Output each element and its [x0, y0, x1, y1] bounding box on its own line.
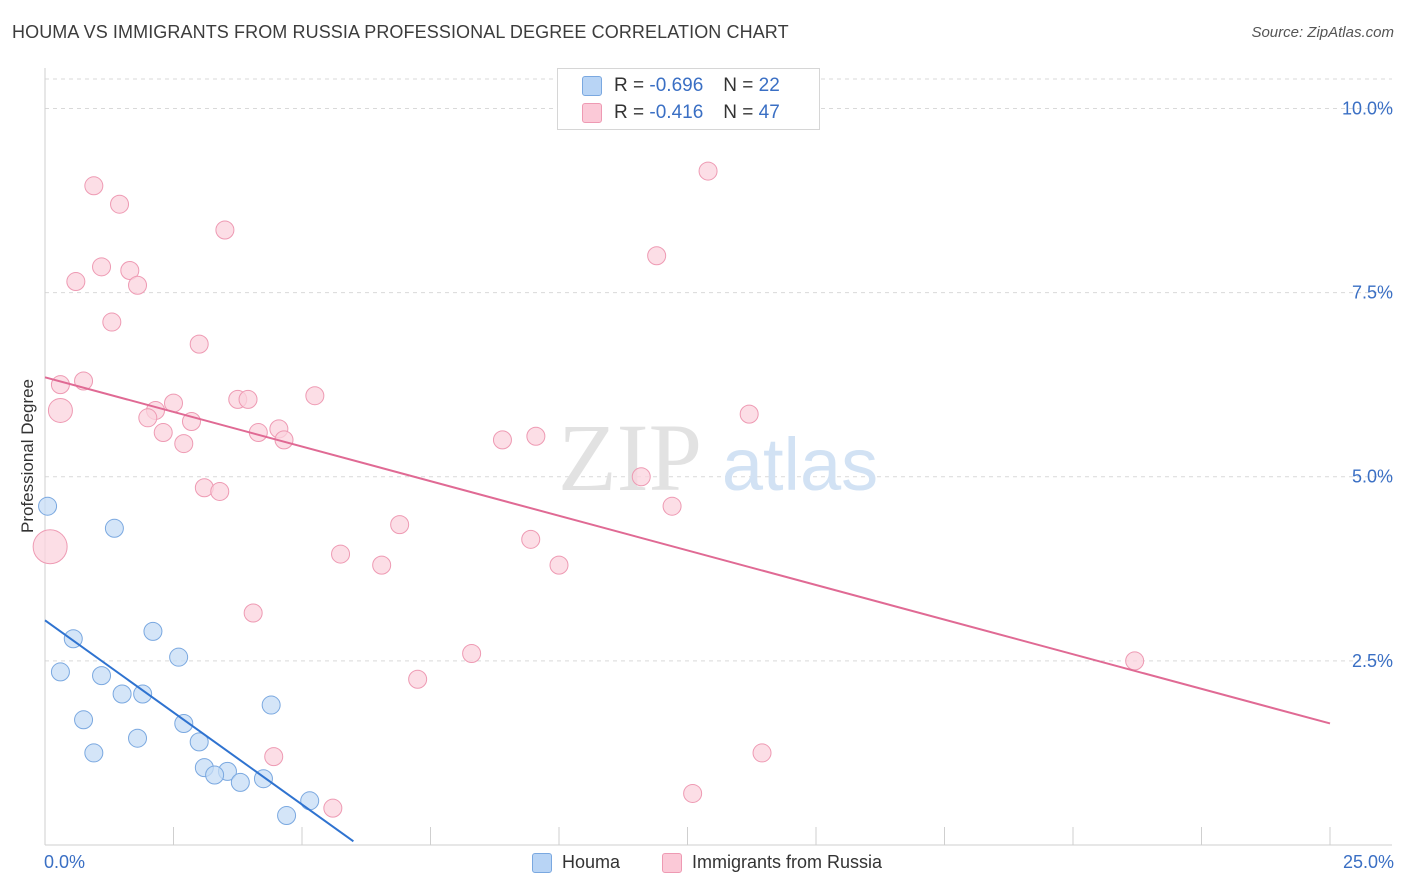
houma-point — [112, 684, 132, 704]
russia-point — [210, 481, 230, 501]
russia-legend-swatch — [662, 852, 682, 873]
stats-legend: R = -0.696 N = 22 R = -0.416 N = 47 — [557, 68, 820, 130]
houma-point — [169, 647, 189, 667]
houma-point — [143, 621, 163, 641]
russia-point — [84, 176, 104, 196]
russia-point — [102, 312, 122, 332]
russia-point — [50, 375, 70, 395]
trend-lines — [44, 376, 1331, 843]
russia-point — [492, 430, 512, 450]
russia-point — [238, 389, 258, 409]
russia-point — [752, 743, 772, 763]
russia-point — [662, 496, 682, 516]
russia-point — [92, 257, 112, 277]
houma-point — [205, 765, 225, 785]
russia-point — [189, 334, 209, 354]
houma-legend-swatch — [532, 852, 552, 873]
legend-label-russia: Immigrants from Russia — [692, 852, 883, 872]
houma-point — [50, 662, 70, 682]
data-points — [32, 161, 1145, 826]
r-value: -0.696 — [649, 75, 704, 96]
watermark-zip: ZIP — [558, 404, 702, 511]
legend-item-houma: Houma — [532, 852, 620, 873]
axes — [44, 68, 1392, 846]
russia-point — [683, 783, 703, 803]
russia-point — [153, 423, 173, 443]
watermark-atlas: atlas — [722, 423, 878, 506]
series-legend: Houma Immigrants from Russia — [0, 852, 1406, 878]
russia-point — [305, 386, 325, 406]
russia-point — [215, 220, 235, 240]
houma-point — [128, 728, 148, 748]
r-label: R = — [614, 75, 645, 96]
houma-point — [38, 496, 58, 516]
y-tick-label: 7.5% — [1352, 283, 1393, 303]
x-tick-label-max: 25.0% — [1342, 852, 1394, 872]
russia-point — [647, 246, 667, 266]
russia-point — [323, 798, 343, 818]
russia-point — [264, 747, 284, 767]
y-tick-labels: 2.5% 5.0% 7.5% 10.0% — [1342, 98, 1393, 670]
houma-point — [74, 710, 94, 730]
houma-point — [133, 684, 153, 704]
houma-point — [189, 732, 209, 752]
r-value: -0.416 — [649, 102, 704, 123]
n-label: N = — [723, 102, 754, 123]
source-label: Source: ZipAtlas.com — [1251, 24, 1394, 41]
y-tick-label: 5.0% — [1352, 467, 1393, 487]
houma-point — [300, 791, 320, 811]
russia-point — [32, 529, 68, 565]
houma-point — [104, 518, 124, 538]
russia-swatch — [582, 103, 602, 123]
houma-point — [174, 713, 194, 733]
watermark: ZIP atlas — [558, 404, 878, 511]
russia-point — [631, 467, 651, 487]
legend-item-russia: Immigrants from Russia — [662, 852, 882, 873]
houma-point — [230, 772, 250, 792]
russia-point — [243, 603, 263, 623]
russia-point — [120, 261, 140, 280]
russia-point — [372, 555, 392, 575]
gridlines — [45, 78, 1392, 662]
n-value: 47 — [758, 102, 780, 123]
russia-point — [549, 555, 569, 575]
russia-point — [1125, 651, 1145, 671]
russia-point — [698, 161, 718, 181]
russia-trend-line — [44, 376, 1331, 725]
russia-point — [66, 272, 86, 292]
houma-point — [92, 666, 112, 686]
russia-point — [128, 275, 148, 295]
y-tick-label: 10.0% — [1342, 98, 1393, 118]
russia-point — [521, 529, 541, 549]
houma-point — [261, 695, 281, 715]
houma-swatch — [582, 76, 602, 96]
russia-point — [408, 669, 428, 689]
legend-label-houma: Houma — [562, 852, 621, 872]
r-label: R = — [614, 102, 645, 123]
chart-title: HOUMA VS IMMIGRANTS FROM RUSSIA PROFESSI… — [12, 22, 789, 42]
russia-point — [174, 434, 194, 454]
houma-point — [277, 806, 297, 826]
russia-point — [462, 644, 482, 663]
stats-row-russia: R = -0.416 N = 47 — [582, 100, 780, 126]
houma-point — [84, 743, 104, 763]
russia-point — [390, 515, 410, 535]
n-label: N = — [723, 75, 754, 96]
russia-point — [739, 404, 759, 424]
n-value: 22 — [758, 75, 780, 96]
houma-trend-line — [44, 619, 354, 843]
x-tick-label-min: 0.0% — [44, 852, 86, 872]
stats-row-houma: R = -0.696 N = 22 — [582, 73, 780, 99]
russia-point — [331, 544, 351, 564]
russia-point — [110, 194, 130, 214]
y-tick-label: 2.5% — [1352, 651, 1393, 671]
russia-point — [47, 397, 73, 423]
russia-point — [138, 408, 158, 428]
russia-point — [526, 426, 546, 446]
